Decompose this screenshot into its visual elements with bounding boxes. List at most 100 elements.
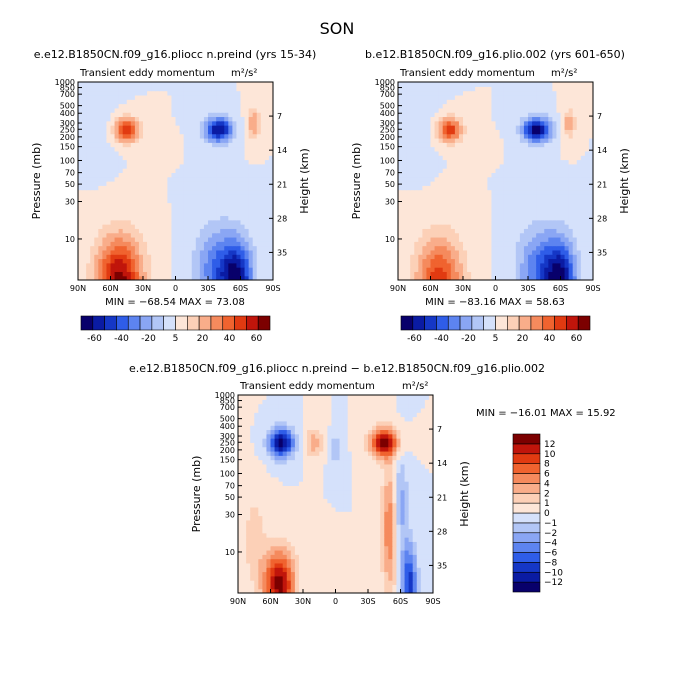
field-cell xyxy=(151,185,156,191)
field-cell xyxy=(195,228,201,234)
field-cell xyxy=(159,155,164,161)
field-cell xyxy=(420,571,426,577)
field-cell xyxy=(195,163,201,169)
field-cell xyxy=(187,168,193,173)
field-cell xyxy=(475,172,480,178)
field-cell xyxy=(102,172,108,178)
field-cell xyxy=(134,198,140,204)
field-cell xyxy=(406,275,411,280)
field-cell xyxy=(540,120,545,126)
field-cell xyxy=(454,271,460,277)
field-cell xyxy=(232,236,238,242)
field-cell xyxy=(191,249,197,255)
field-cell xyxy=(171,219,177,225)
field-cell xyxy=(106,249,112,255)
field-cell xyxy=(503,86,509,92)
field-cell xyxy=(458,94,464,100)
panel-3-plot xyxy=(238,395,433,593)
field-cell xyxy=(536,193,541,199)
field-cell xyxy=(434,116,440,122)
field-cell xyxy=(426,168,432,173)
field-cell xyxy=(228,267,233,272)
field-cell xyxy=(528,206,533,212)
field-cell xyxy=(228,262,233,268)
field-cell xyxy=(479,224,484,229)
field-cell xyxy=(110,189,116,195)
field-cell xyxy=(536,86,541,92)
field-cell xyxy=(147,90,152,96)
field-cell xyxy=(94,86,99,92)
field-cell xyxy=(359,580,365,585)
field-cell xyxy=(426,185,432,191)
field-cell xyxy=(438,228,444,234)
field-cell xyxy=(544,129,549,135)
field-cell xyxy=(232,271,238,277)
colorbar-swatch xyxy=(92,315,105,331)
field-cell xyxy=(216,94,221,100)
field-cell xyxy=(414,125,419,130)
field-cell xyxy=(236,258,242,264)
colorbar-swatch xyxy=(139,315,153,331)
field-cell xyxy=(426,137,432,143)
y-tick-label: 500 xyxy=(380,102,395,111)
field-cell xyxy=(252,267,258,272)
field-cell xyxy=(572,181,578,186)
field-cell xyxy=(199,258,205,264)
field-cell xyxy=(236,185,242,191)
field-cell xyxy=(402,193,407,199)
field-cell xyxy=(446,120,452,126)
field-cell xyxy=(199,224,205,229)
field-cell xyxy=(240,258,246,264)
field-cell xyxy=(392,575,398,581)
field-cell xyxy=(159,241,164,247)
field-cell xyxy=(212,172,217,178)
field-cell xyxy=(487,125,493,130)
field-cell xyxy=(487,107,493,113)
field-cell xyxy=(491,215,497,221)
field-cell xyxy=(376,580,381,585)
field-cell xyxy=(422,275,428,280)
field-cell xyxy=(564,159,570,165)
field-cell xyxy=(532,185,537,191)
field-cell xyxy=(290,575,296,581)
field-cell xyxy=(564,206,570,212)
field-cell xyxy=(151,275,156,280)
field-cell xyxy=(418,232,423,238)
field-cell xyxy=(126,185,132,191)
field-cell xyxy=(138,236,144,242)
field-cell xyxy=(523,90,529,96)
field-cell xyxy=(471,275,476,280)
field-cell xyxy=(122,185,128,191)
field-cell xyxy=(262,575,268,581)
field-cell xyxy=(454,254,460,260)
field-cell xyxy=(179,245,185,251)
field-cell xyxy=(495,125,501,130)
field-cell xyxy=(418,262,423,268)
field-cell xyxy=(118,202,124,208)
field-cell xyxy=(552,172,558,178)
panel-2-units: m²/s² xyxy=(551,68,577,79)
field-cell xyxy=(187,219,193,225)
field-cell xyxy=(327,588,333,593)
field-cell xyxy=(548,249,553,255)
field-cell xyxy=(438,168,444,173)
field-cell xyxy=(268,103,273,109)
field-cell xyxy=(434,228,440,234)
field-cell xyxy=(260,155,266,161)
field-cell xyxy=(114,94,120,100)
field-cell xyxy=(422,202,428,208)
field-cell xyxy=(458,103,464,109)
field-cell xyxy=(511,211,517,217)
field-cell xyxy=(414,82,419,87)
field-cell xyxy=(503,133,509,139)
field-cell xyxy=(442,90,448,96)
field-cell xyxy=(242,580,247,585)
field-cell xyxy=(167,159,173,165)
field-cell xyxy=(454,155,460,161)
field-cell xyxy=(536,125,541,130)
field-cell xyxy=(523,146,529,152)
field-cell xyxy=(410,198,415,204)
field-cell xyxy=(523,236,529,242)
field-cell xyxy=(298,554,304,560)
field-cell xyxy=(560,86,566,92)
